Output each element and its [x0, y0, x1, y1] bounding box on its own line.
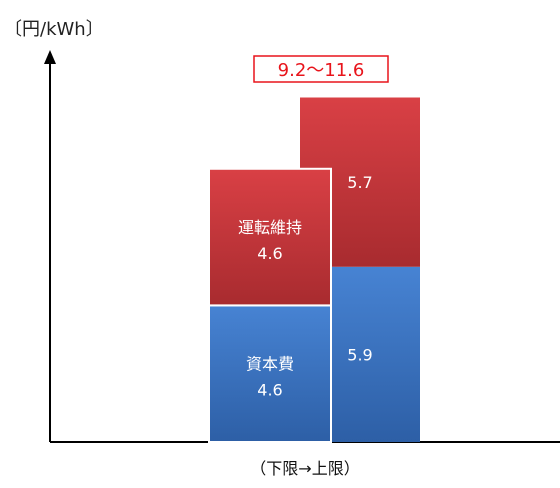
x-caption: （下限→上限） — [250, 459, 359, 478]
range-annotation: 9.2〜11.6 — [278, 60, 365, 81]
bar-1-segment-capital — [208, 304, 332, 444]
y-unit-label: 〔円/kWh〕 — [4, 19, 104, 40]
bar-1-segment-1-value-label: 4.6 — [257, 381, 282, 400]
bar-2-segment-2-value-label: 5.7 — [347, 173, 372, 192]
bar-1-segment-2-name-label: 運転維持 — [238, 218, 302, 237]
bar-1-segment-1-name-label: 資本費 — [246, 355, 294, 374]
y-axis-arrow-icon — [44, 50, 56, 64]
range-annotation-box — [253, 55, 389, 83]
bar-1-segment-2-value-label: 4.6 — [257, 244, 282, 263]
bar-1-segment-operation — [208, 167, 332, 307]
bars-group: 5.9 5.7 資本費 4.6 運転維持 4.6 — [208, 97, 420, 444]
bar-2-segment-1-value-label: 5.9 — [347, 345, 372, 364]
